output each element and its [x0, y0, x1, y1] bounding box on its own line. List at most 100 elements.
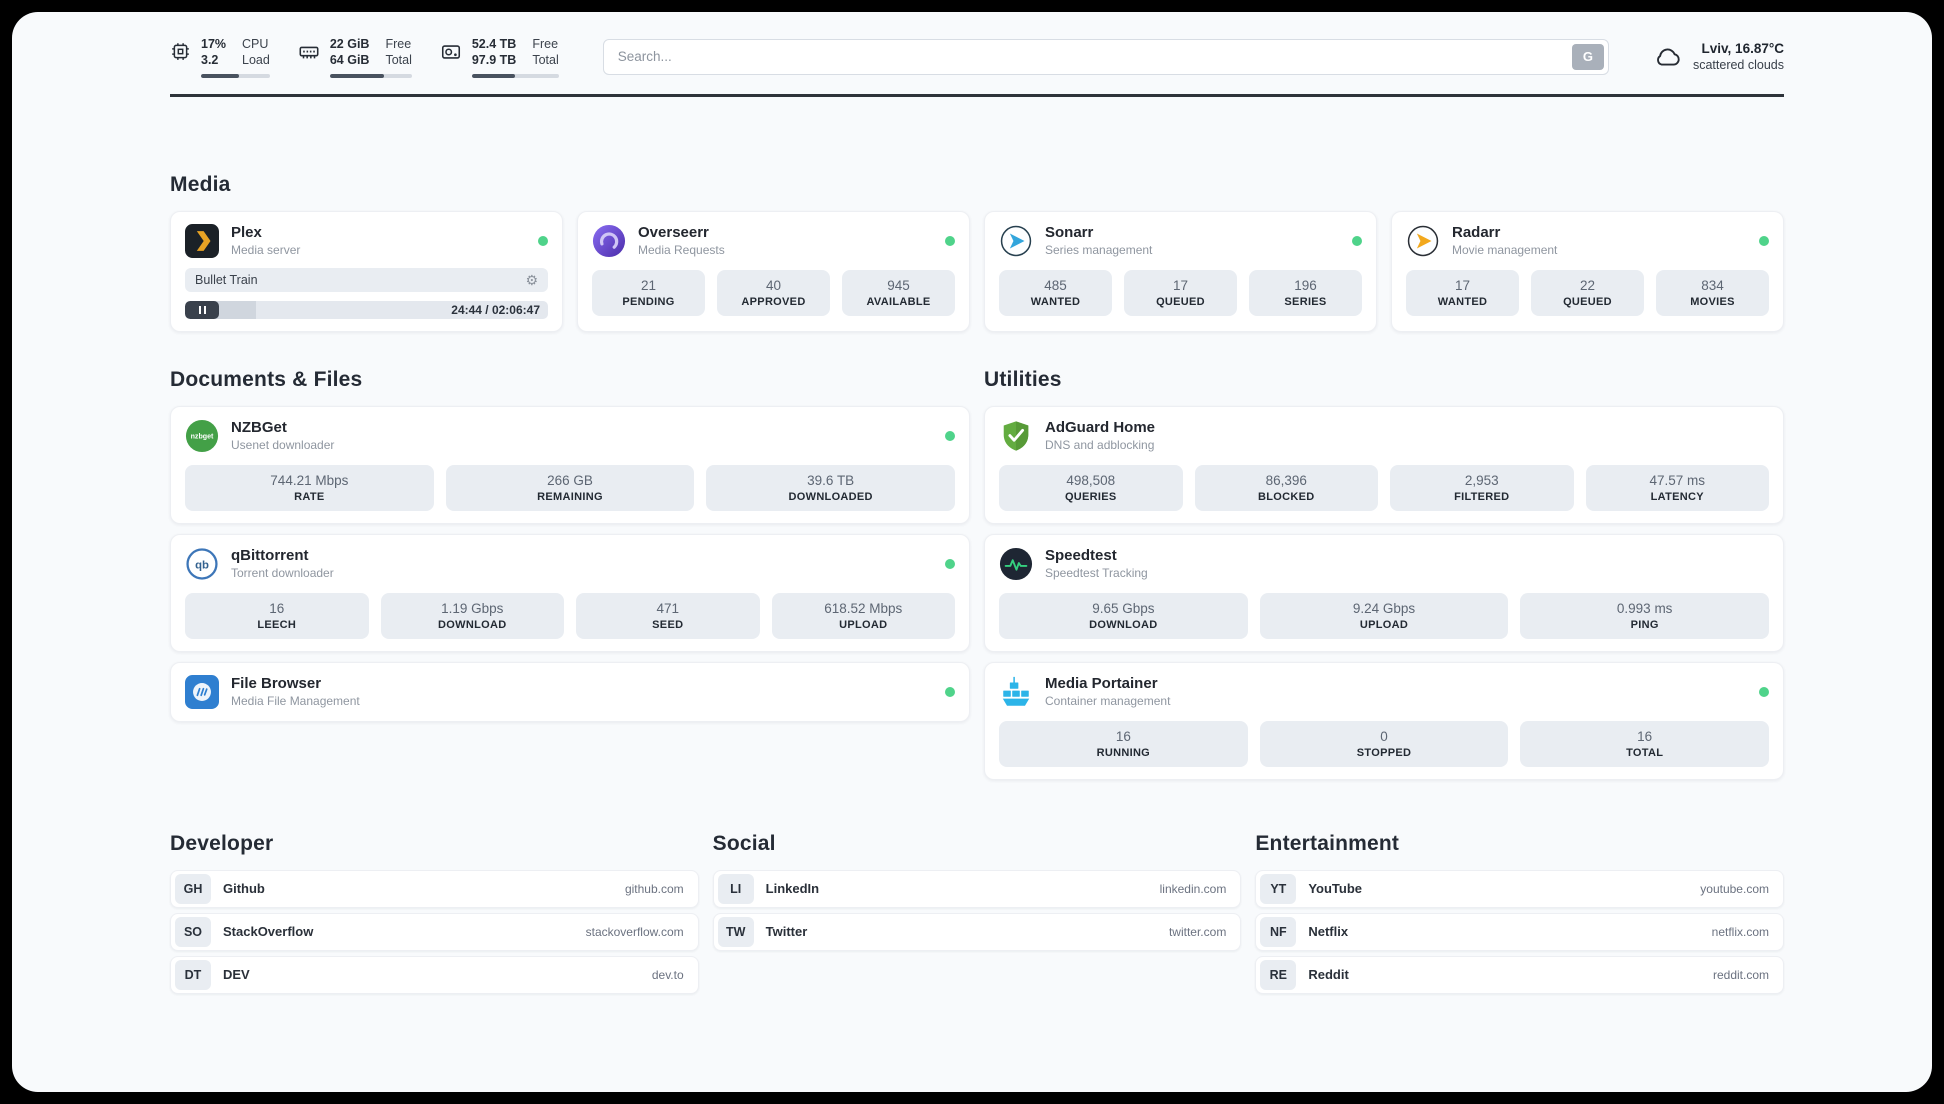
- stat-filtered: 2,953 FILTERED: [1390, 464, 1574, 511]
- bookmark-netflix[interactable]: NF Netflix netflix.com: [1255, 912, 1784, 951]
- app-meta: Radarr Movie management: [1452, 224, 1747, 257]
- bookmark-abbr: YT: [1260, 873, 1297, 904]
- app-card-adguard[interactable]: AdGuard Home DNS and adblocking 498,508 …: [984, 405, 1784, 524]
- stat-value: 0: [1380, 728, 1388, 744]
- card-header: qb qBittorrent Torrent downloader: [185, 547, 955, 581]
- top-bar: 17% 3.2 CPU Load: [170, 36, 1784, 78]
- disk-label-top: Free: [532, 37, 559, 51]
- app-meta: Speedtest Speedtest Tracking: [1045, 547, 1769, 580]
- app-name: Media Portainer: [1045, 675, 1158, 692]
- app-description: Torrent downloader: [231, 566, 334, 580]
- search-engine-button[interactable]: G: [1571, 43, 1604, 70]
- bookmark-reddit[interactable]: RE Reddit reddit.com: [1255, 955, 1784, 994]
- overseerr-icon: [592, 224, 626, 257]
- bookmark-url: linkedin.com: [1159, 881, 1227, 896]
- bookmark-linkedin[interactable]: LI LinkedIn linkedin.com: [712, 869, 1242, 908]
- app-name: File Browser: [231, 675, 322, 692]
- app-card-nzbget[interactable]: nzbget NZBGet Usenet downloader 744.21 M…: [170, 405, 970, 524]
- svg-text:nzbget: nzbget: [191, 432, 214, 440]
- stat-remaining: 266 GB REMAINING: [445, 464, 695, 511]
- ram-total-value: 64 GiB: [329, 53, 370, 68]
- app-card-filebrowser[interactable]: File Browser Media File Management: [170, 661, 970, 722]
- plex-progress-bar[interactable]: 24:44 / 02:06:47: [185, 300, 548, 319]
- section-title-media: Media: [170, 172, 231, 196]
- bookmark-youtube[interactable]: YT YouTube youtube.com: [1255, 869, 1784, 908]
- section-media: Media Plex Media server Bullet Train: [170, 173, 1784, 332]
- stat-value: 16: [1115, 728, 1131, 744]
- stat-value: 834: [1701, 277, 1724, 293]
- bookmark-name: YouTube: [1308, 881, 1363, 896]
- bookmark-github[interactable]: GH Github github.com: [170, 869, 699, 908]
- status-online-dot: [945, 430, 955, 441]
- stat-upload: 618.52 Mbps UPLOAD: [771, 592, 955, 639]
- stat-value: 485: [1044, 277, 1067, 293]
- stat-label: SERIES: [1284, 295, 1327, 308]
- app-card-overseerr[interactable]: Overseerr Media Requests 21 PENDING 40 A…: [577, 210, 970, 332]
- bookmark-abbr: SO: [175, 916, 211, 947]
- card-header: Radarr Movie management: [1406, 224, 1769, 258]
- ram-label-top: Free: [385, 37, 412, 51]
- stat-value: 17: [1172, 277, 1189, 293]
- bookmark-abbr: GH: [175, 873, 211, 904]
- bookmark-dev[interactable]: DT DEV dev.to: [170, 955, 699, 994]
- bookmark-twitter[interactable]: TW Twitter twitter.com: [712, 912, 1242, 951]
- gear-icon[interactable]: ⚙: [525, 271, 538, 288]
- stat-value: 47.57 ms: [1649, 472, 1706, 488]
- bookmark-name: DEV: [223, 967, 250, 982]
- stats-row: 744.21 Mbps RATE 266 GB REMAINING 39.6 T…: [185, 464, 956, 511]
- stat-approved: 40 APPROVED: [717, 269, 830, 316]
- app-name: qBittorrent: [231, 547, 309, 564]
- stat-label: PENDING: [622, 295, 675, 308]
- card-header: Speedtest Speedtest Tracking: [999, 547, 1769, 581]
- app-name: Plex: [231, 224, 262, 241]
- app-card-sonarr[interactable]: Sonarr Series management 485 WANTED 17 Q…: [984, 210, 1377, 332]
- stat-series: 196 SERIES: [1249, 269, 1362, 316]
- cpu-icon: [172, 43, 189, 60]
- pause-icon[interactable]: [185, 300, 219, 319]
- cpu-usage-value: 17%: [201, 37, 227, 51]
- stat-label: APPROVED: [741, 295, 806, 308]
- section-title-utilities: Utilities: [984, 367, 1062, 391]
- app-card-speedtest[interactable]: Speedtest Speedtest Tracking 9.65 Gbps D…: [984, 533, 1784, 652]
- stat-leech: 16 LEECH: [185, 592, 369, 639]
- bookmark-name: Twitter: [765, 924, 808, 939]
- app-card-radarr[interactable]: Radarr Movie management 17 WANTED 22 QUE…: [1391, 210, 1784, 332]
- disk-usage-bar: [471, 73, 559, 78]
- stat-label: UPLOAD: [839, 618, 888, 631]
- bookmark-url: dev.to: [651, 967, 684, 982]
- app-card-plex[interactable]: Plex Media server Bullet Train ⚙ 24:44 /…: [170, 210, 563, 332]
- app-meta: Sonarr Series management: [1045, 224, 1340, 257]
- card-header: File Browser Media File Management: [185, 674, 955, 709]
- section-title-social: Social: [712, 831, 776, 855]
- cpu-widget: 17% 3.2 CPU Load: [170, 36, 270, 78]
- stat-download: 1.19 Gbps DOWNLOAD: [380, 592, 564, 639]
- search-input[interactable]: [602, 38, 1609, 75]
- app-description: Media File Management: [231, 694, 360, 708]
- adguard-icon: [1003, 420, 1029, 451]
- stat-rate: 744.21 Mbps RATE: [185, 464, 434, 511]
- bookmark-name: Reddit: [1308, 967, 1349, 982]
- stat-blocked: 86,396 BLOCKED: [1194, 464, 1378, 511]
- stat-latency: 47.57 ms LATENCY: [1585, 464, 1769, 511]
- status-online-dot: [945, 235, 955, 246]
- section-docs-utilities: Documents & Files nzbget NZBGet Usenet d…: [170, 368, 1784, 780]
- stat-total: 16 TOTAL: [1520, 720, 1770, 767]
- app-meta: NZBGet Usenet downloader: [231, 419, 933, 452]
- card-header: nzbget NZBGet Usenet downloader: [185, 419, 955, 453]
- stat-downloaded: 39.6 TB DOWNLOADED: [706, 464, 956, 511]
- card-header: Overseerr Media Requests: [592, 224, 955, 258]
- app-meta: AdGuard Home DNS and adblocking: [1045, 419, 1769, 452]
- bookmark-stackoverflow[interactable]: SO StackOverflow stackoverflow.com: [170, 912, 699, 951]
- app-card-qbittorrent[interactable]: qb qBittorrent Torrent downloader 16 LEE…: [170, 533, 970, 652]
- disk-free-value: 52.4 TB: [471, 37, 517, 51]
- radarr-icon: [1407, 225, 1439, 256]
- app-name: Radarr: [1452, 224, 1501, 241]
- stat-label: REMAINING: [537, 490, 603, 503]
- app-name: AdGuard Home: [1045, 419, 1156, 436]
- stat-queued: 17 QUEUED: [1124, 269, 1237, 316]
- app-meta: Media Portainer Container management: [1045, 675, 1747, 708]
- stat-label: BLOCKED: [1258, 490, 1315, 503]
- stat-value: 22: [1579, 277, 1596, 293]
- app-card-portainer[interactable]: Media Portainer Container management 16 …: [984, 661, 1784, 780]
- svg-text:qb: qb: [195, 559, 209, 571]
